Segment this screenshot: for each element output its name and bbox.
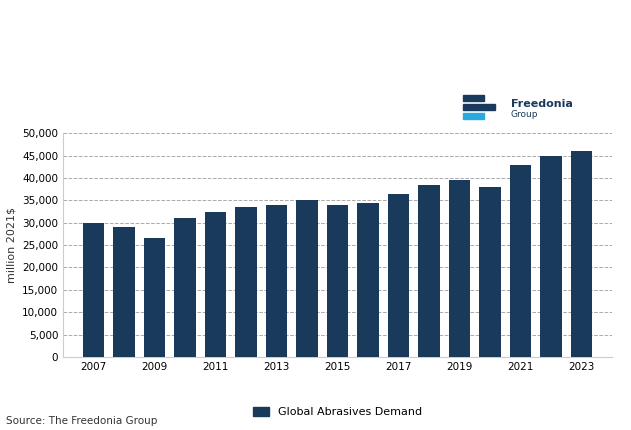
Bar: [144, 238, 165, 357]
Bar: [357, 203, 379, 357]
Bar: [235, 207, 257, 357]
Bar: [205, 212, 227, 357]
Text: Freedonia: Freedonia: [511, 99, 573, 109]
Bar: [174, 218, 196, 357]
Bar: [83, 223, 104, 357]
Text: Group: Group: [511, 110, 538, 119]
Bar: [266, 205, 287, 357]
Bar: [114, 227, 135, 357]
Bar: [540, 156, 562, 357]
Bar: [297, 200, 318, 357]
Text: Source: The Freedonia Group: Source: The Freedonia Group: [6, 416, 158, 426]
Bar: [388, 194, 410, 357]
Bar: [418, 185, 440, 357]
Bar: [463, 104, 495, 110]
Legend: Global Abrasives Demand: Global Abrasives Demand: [249, 403, 427, 422]
Bar: [463, 113, 485, 119]
Bar: [510, 165, 531, 357]
Bar: [449, 180, 470, 357]
Y-axis label: million 2021$: million 2021$: [6, 207, 16, 283]
Bar: [463, 95, 485, 101]
Bar: [480, 187, 501, 357]
Bar: [571, 151, 593, 357]
Text: Figure 3-2.
Global Abrasives Demand,
2007 – 2023
(million 2021 dollars): Figure 3-2. Global Abrasives Demand, 200…: [13, 5, 187, 72]
Bar: [327, 205, 348, 357]
